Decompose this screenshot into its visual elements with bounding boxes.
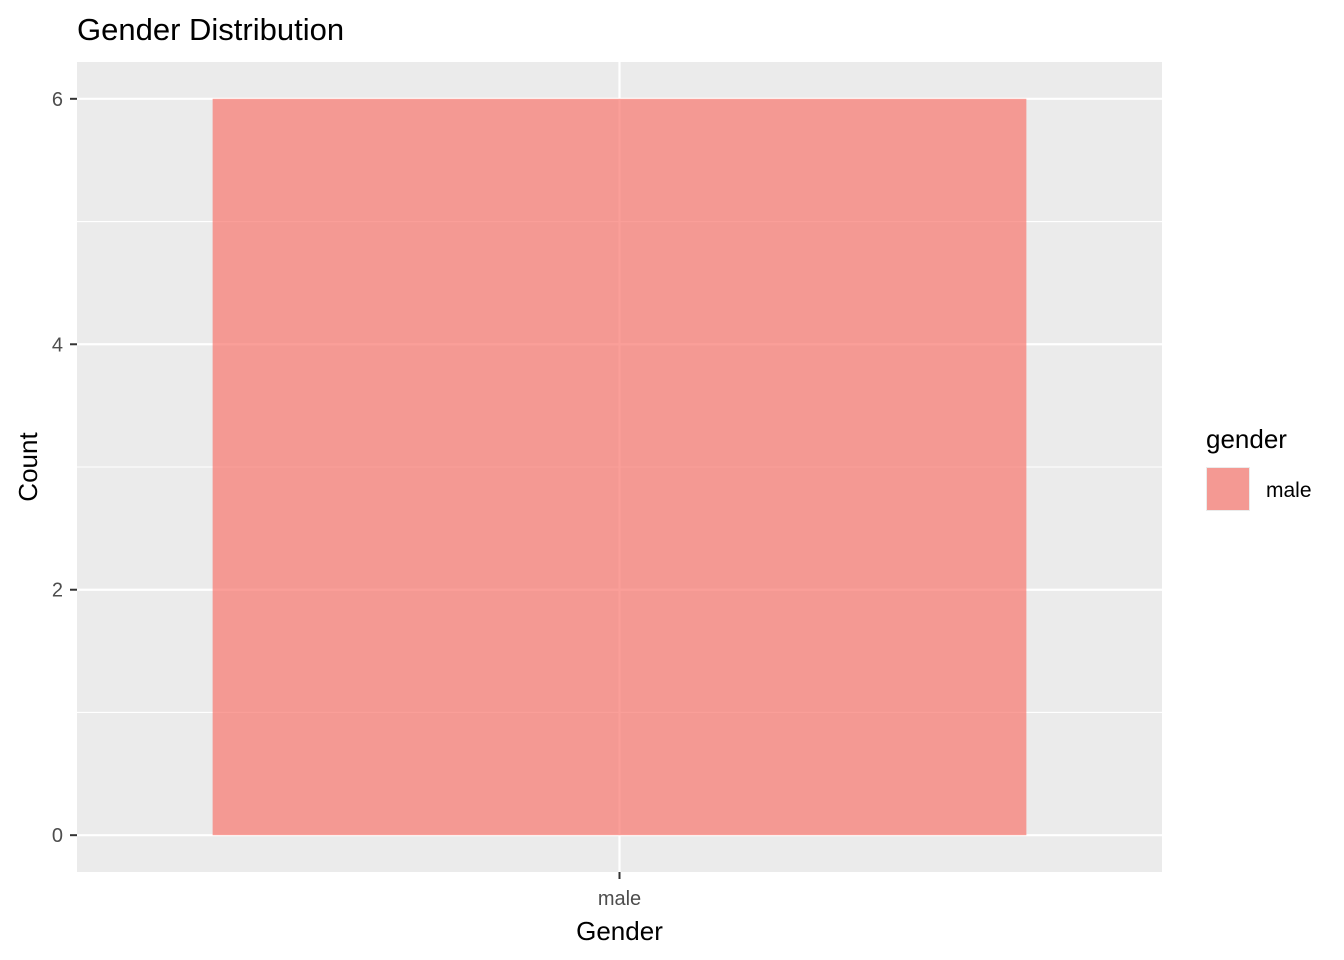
y-tick-label: 4 (52, 334, 63, 356)
bar-male (212, 98, 1027, 836)
legend-title: gender (1206, 424, 1287, 454)
x-axis: male (598, 872, 641, 910)
x-axis-title: Gender (576, 916, 663, 946)
y-axis-title: Count (13, 432, 43, 502)
chart-title: Gender Distribution (77, 12, 344, 47)
legend-label-male: male (1266, 479, 1312, 502)
y-tick-label: 6 (52, 89, 63, 111)
legend-key-male (1207, 468, 1249, 510)
x-tick-label: male (598, 888, 641, 910)
bars (212, 98, 1027, 836)
y-tick-label: 0 (52, 825, 63, 847)
legend: gender male (1206, 424, 1312, 511)
y-tick-label: 2 (52, 580, 63, 602)
y-axis: 0 2 4 6 (52, 89, 77, 847)
